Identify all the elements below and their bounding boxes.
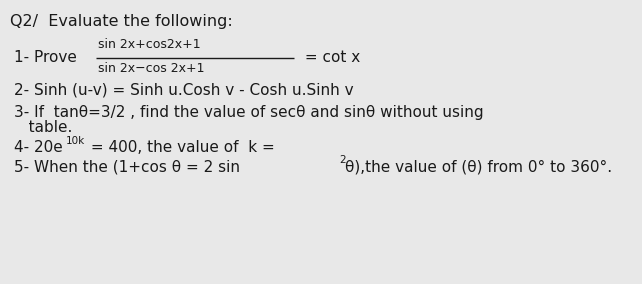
Text: 4- 20e: 4- 20e: [14, 141, 63, 156]
Text: 1- Prove: 1- Prove: [14, 51, 77, 66]
Text: 2: 2: [339, 155, 345, 165]
Text: table.: table.: [14, 120, 73, 135]
Text: θ),the value of (θ) from 0° to 360°.: θ),the value of (θ) from 0° to 360°.: [345, 160, 612, 174]
Text: = 400, the value of  k =: = 400, the value of k =: [86, 141, 275, 156]
Text: sin 2x−cos 2x+1: sin 2x−cos 2x+1: [98, 62, 205, 76]
Text: = cot x: = cot x: [300, 51, 360, 66]
Text: 2- Sinh (u-v) = Sinh u.Cosh v - Cosh u.Sinh v: 2- Sinh (u-v) = Sinh u.Cosh v - Cosh u.S…: [14, 82, 354, 97]
Text: 10k: 10k: [66, 136, 85, 146]
Text: Q2/  Evaluate the following:: Q2/ Evaluate the following:: [10, 14, 233, 29]
Text: 5- When the (1+cos θ = 2 sin: 5- When the (1+cos θ = 2 sin: [14, 160, 240, 174]
Text: sin 2x+cos2x+1: sin 2x+cos2x+1: [98, 39, 200, 51]
Text: 3- If  tanθ=3/2 , find the value of secθ and sinθ without using: 3- If tanθ=3/2 , find the value of secθ …: [14, 105, 483, 120]
